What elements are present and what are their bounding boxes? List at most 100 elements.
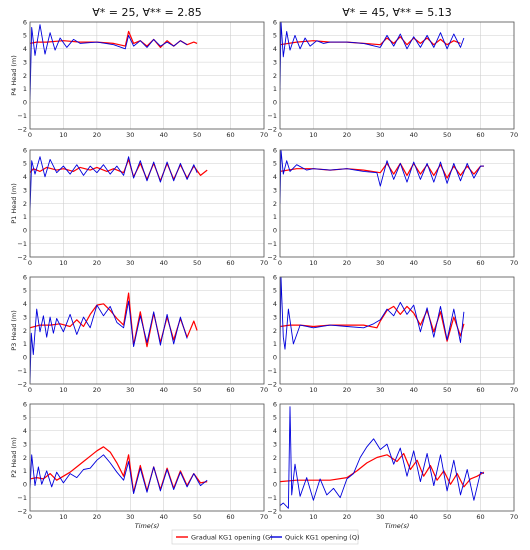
y-tick-label: 4 [273, 300, 277, 308]
panel-r2-c1: 0 10 20 30 40 50 60 70 −2 −1 0 1 2 3 4 5 6 [267, 273, 518, 394]
panel-r2-c0: 0 10 20 30 40 50 60 70 −2 −1 0 1 2 3 4 5 6 P3 Head (m) [10, 273, 268, 394]
x-tick-label: 60 [476, 259, 484, 267]
y-tick-label: 1 [273, 467, 277, 475]
series-line-quick [280, 406, 485, 509]
x-tick-label: 50 [193, 513, 201, 521]
y-tick-label: 4 [23, 45, 27, 53]
x-tick-label: 10 [309, 131, 317, 139]
y-tick-label: 4 [273, 173, 277, 181]
x-tick-label: 60 [226, 131, 234, 139]
x-tick-label: 30 [376, 131, 384, 139]
x-tick-label: 30 [126, 131, 134, 139]
series-line-quick [280, 150, 484, 204]
y-tick-label: 3 [23, 186, 27, 194]
x-tick-label: 10 [309, 386, 317, 394]
x-tick-label: 70 [510, 131, 518, 139]
x-axis-label: Time(s) [385, 522, 410, 530]
y-axis-label: P3 Head (m) [10, 310, 18, 351]
y-tick-label: −2 [267, 380, 277, 388]
panel-r0-c1: 0 10 20 30 40 50 60 70 −2 −1 0 1 2 3 4 5 6 [267, 18, 518, 139]
x-tick-label: 20 [93, 513, 101, 521]
y-tick-label: 3 [273, 313, 277, 321]
x-tick-label: 0 [28, 259, 32, 267]
x-tick-label: 10 [59, 259, 67, 267]
x-tick-label: 40 [410, 513, 418, 521]
x-tick-label: 0 [28, 131, 32, 139]
y-tick-label: 0 [273, 227, 277, 235]
y-tick-label: 6 [23, 400, 27, 408]
series-line-quick [30, 156, 198, 211]
x-tick-label: 40 [160, 131, 168, 139]
plot-frame [279, 403, 515, 512]
x-tick-label: 50 [193, 259, 201, 267]
x-tick-label: 30 [126, 386, 134, 394]
y-tick-label: 5 [273, 160, 277, 168]
x-tick-label: 0 [278, 386, 282, 394]
panel-r3-c1: 0 10 20 30 40 50 60 70 −2 −1 0 1 2 3 4 5 6 Time(s) [267, 400, 518, 530]
y-tick-label: −2 [267, 253, 277, 261]
y-axis-label: P4 Head (m) [10, 55, 18, 96]
y-tick-label: 4 [273, 427, 277, 435]
y-tick-label: 2 [23, 454, 27, 462]
y-tick-label: 0 [23, 99, 27, 107]
y-tick-label: 4 [23, 427, 27, 435]
x-tick-label: 20 [343, 259, 351, 267]
x-tick-label: 20 [93, 386, 101, 394]
y-tick-label: 1 [273, 213, 277, 221]
y-tick-label: 3 [23, 440, 27, 448]
y-tick-label: 2 [23, 72, 27, 80]
y-tick-label: −1 [267, 112, 277, 120]
panel-r1-c1: 0 10 20 30 40 50 60 70 −2 −1 0 1 2 3 4 5 6 [267, 146, 518, 267]
y-tick-label: 6 [273, 400, 277, 408]
y-tick-label: 5 [23, 414, 27, 422]
x-tick-label: 0 [28, 386, 32, 394]
series-line-gradual [30, 292, 198, 348]
x-tick-label: 70 [260, 513, 268, 521]
y-tick-label: 0 [273, 99, 277, 107]
y-tick-label: 1 [273, 340, 277, 348]
x-tick-label: 10 [309, 259, 317, 267]
series-line-quick [30, 300, 188, 383]
x-tick-label: 10 [309, 513, 317, 521]
x-tick-label: 70 [510, 259, 518, 267]
x-tick-label: 20 [93, 259, 101, 267]
x-tick-label: 10 [59, 131, 67, 139]
x-tick-label: 70 [260, 131, 268, 139]
y-tick-label: 6 [23, 273, 27, 281]
series-line-quick [280, 277, 465, 350]
y-tick-label: −1 [267, 367, 277, 375]
plot-frame [29, 276, 265, 385]
x-tick-label: 60 [476, 131, 484, 139]
x-tick-label: 30 [376, 386, 384, 394]
x-tick-label: 60 [226, 386, 234, 394]
y-tick-label: 3 [273, 440, 277, 448]
y-tick-label: 0 [23, 227, 27, 235]
x-axis-label: Time(s) [135, 522, 160, 530]
y-tick-label: 1 [23, 340, 27, 348]
x-tick-label: 50 [443, 131, 451, 139]
x-tick-label: 40 [160, 259, 168, 267]
y-tick-label: 6 [273, 273, 277, 281]
x-tick-label: 30 [376, 513, 384, 521]
y-tick-label: −1 [17, 494, 27, 502]
series-line-quick [30, 454, 208, 495]
legend-label-gradual: Gradual KG1 opening (G) [191, 533, 273, 541]
y-tick-label: −2 [17, 380, 27, 388]
y-tick-label: 4 [273, 45, 277, 53]
y-tick-label: 6 [23, 146, 27, 154]
y-tick-label: 1 [23, 85, 27, 93]
y-tick-label: −2 [17, 507, 27, 515]
y-tick-label: 6 [23, 18, 27, 26]
series-line-gradual [280, 452, 485, 488]
series-line-quick [280, 22, 465, 91]
x-tick-label: 40 [160, 386, 168, 394]
x-tick-label: 50 [193, 386, 201, 394]
y-tick-label: −1 [267, 240, 277, 248]
x-tick-label: 70 [260, 386, 268, 394]
plot-frame [279, 149, 515, 258]
y-tick-label: 5 [23, 160, 27, 168]
y-tick-label: −1 [17, 367, 27, 375]
plot-frame [279, 21, 515, 130]
series-line-gradual [280, 305, 465, 342]
